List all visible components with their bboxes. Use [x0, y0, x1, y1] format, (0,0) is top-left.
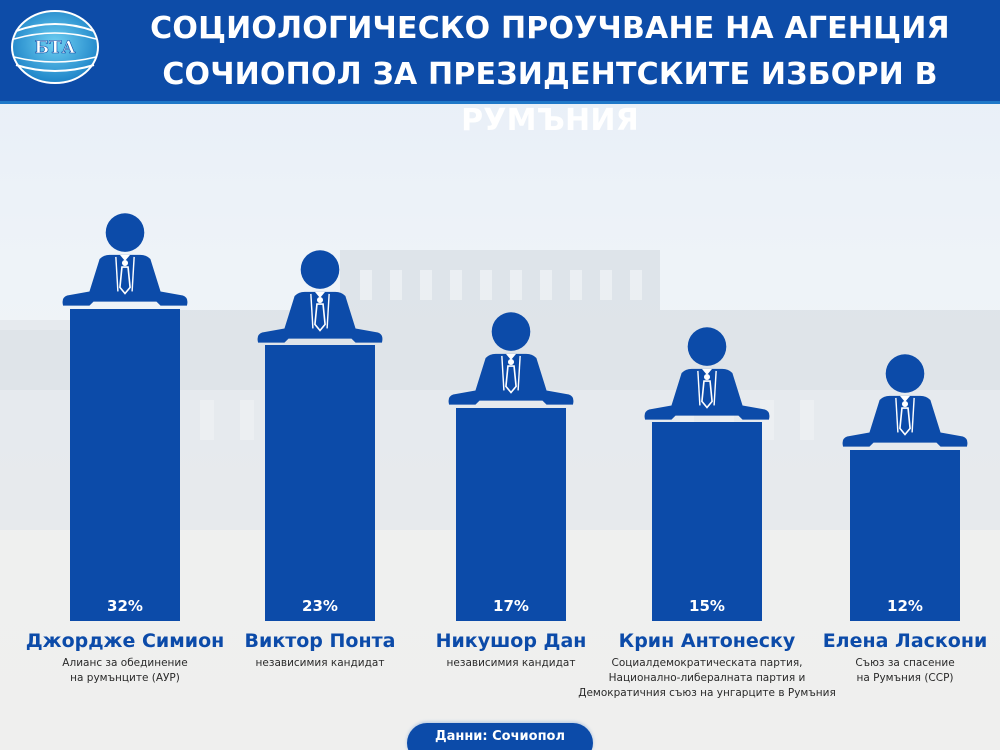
title-line-2: СОЧИОПОЛ ЗА ПРЕЗИДЕНТСКИТЕ ИЗБОРИ В РУМЪ… [162, 57, 938, 138]
party-line: Социалдемократическата партия, [611, 657, 803, 669]
header-banner: БТА СОЦИОЛОГИЧЕСКО ПРОУЧВАНЕ НА АГЕНЦИЯ … [0, 0, 1000, 138]
bar-candidate-1: 32% [70, 309, 180, 621]
bar-candidate-4: 15% [652, 422, 762, 621]
candidate-party: Съюз за спасение на Румъния (ССР) [805, 656, 1000, 686]
party-line: Национално-либералната партия и [608, 672, 806, 684]
party-line: на румънците (АУР) [70, 672, 180, 684]
party-line: на Румъния (ССР) [856, 672, 954, 684]
bar-value-label: 17% [493, 597, 529, 615]
speaker-at-podium-icon [641, 326, 773, 424]
candidate-name: Виктор Понта [244, 630, 396, 652]
title-line-1: СОЦИОЛОГИЧЕСКО ПРОУЧВАНЕ НА АГЕНЦИЯ [150, 11, 950, 46]
bar-value-label: 15% [689, 597, 725, 615]
bar-candidate-5: 12% [850, 450, 960, 621]
candidate-party: независимия кандидат [411, 656, 611, 671]
candidate-party: Социалдемократическата партия, Националн… [567, 656, 847, 701]
speaker-at-podium-icon [59, 212, 191, 310]
speaker-at-podium-icon [445, 311, 577, 409]
bar-value-label: 12% [887, 597, 923, 615]
candidate-name: Крин Антонеску [618, 630, 796, 652]
party-line: Алианс за обединение [62, 657, 188, 669]
bar-value-label: 32% [107, 597, 143, 615]
candidate-name: Джордже Симион [25, 630, 225, 652]
bar-value-label: 23% [302, 597, 338, 615]
bar-candidate-3: 17% [456, 408, 566, 621]
candidate-party: независимия кандидат [220, 656, 420, 671]
candidate-name: Елена Ласкони [822, 630, 988, 652]
speaker-at-podium-icon [839, 353, 971, 451]
party-line: независимия кандидат [255, 657, 385, 669]
svg-text:БТА: БТА [34, 38, 75, 58]
bta-logo-icon: БТА [11, 10, 99, 84]
page-title: СОЦИОЛОГИЧЕСКО ПРОУЧВАНЕ НА АГЕНЦИЯ СОЧИ… [110, 6, 990, 144]
party-line: Демократичния съюз на унгарците в Румъни… [578, 687, 836, 699]
source-badge: Данни: Сочиопол [407, 723, 593, 750]
bar-chart: 32% Джордже Симион Алианс за обединение … [0, 104, 1000, 750]
party-line: независимия кандидат [446, 657, 576, 669]
candidate-party: Алианс за обединение на румънците (АУР) [25, 656, 225, 686]
speaker-at-podium-icon [254, 249, 386, 347]
candidate-name: Никушор Дан [435, 630, 587, 652]
party-line: Съюз за спасение [855, 657, 955, 669]
bar-candidate-2: 23% [265, 345, 375, 621]
